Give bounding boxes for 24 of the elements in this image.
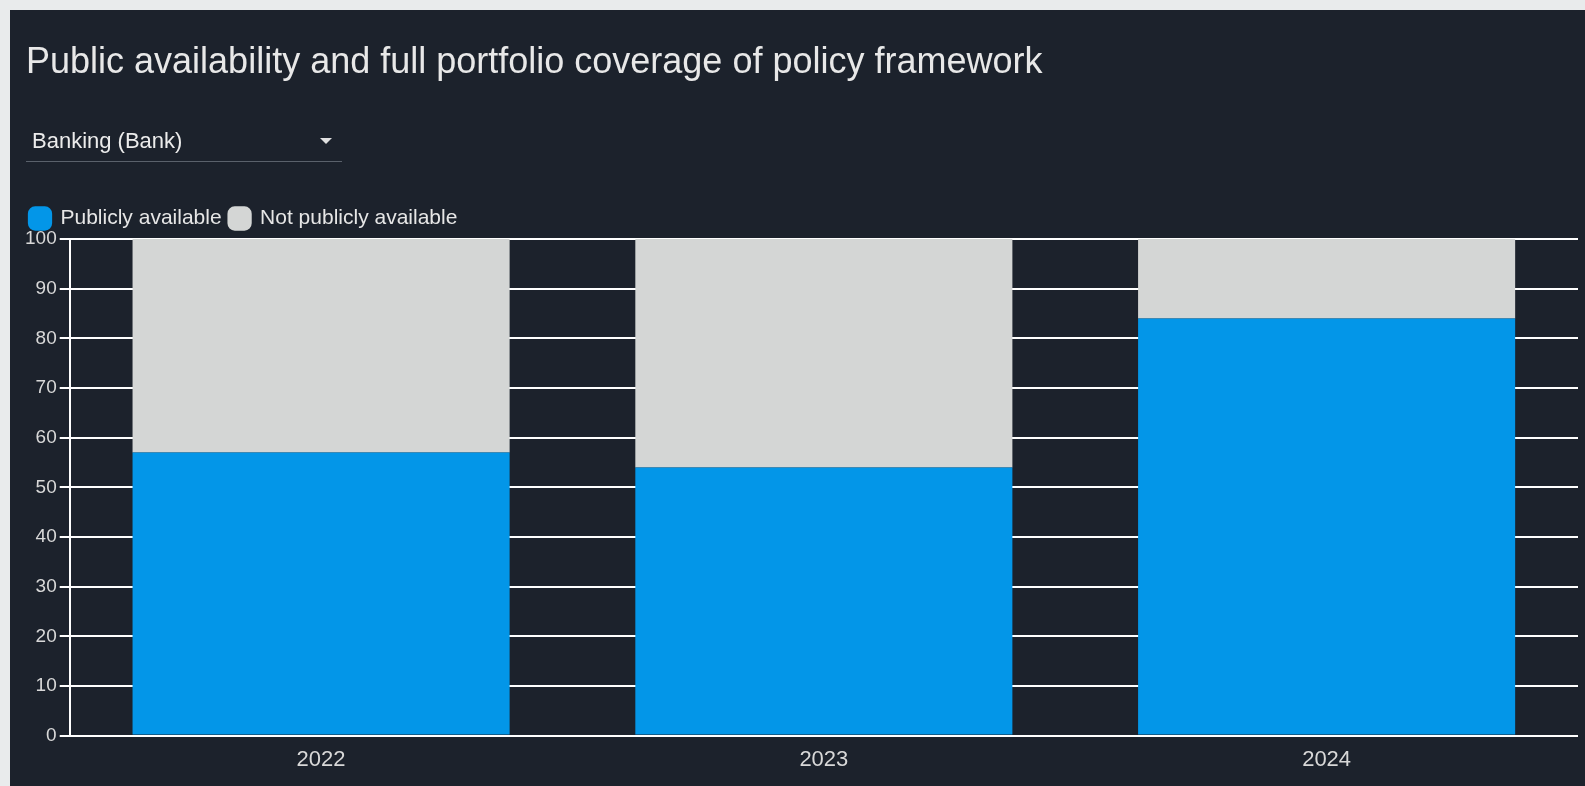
y-tick-label: 90 <box>35 276 57 298</box>
y-tick-label: 10 <box>35 674 57 696</box>
chart-subtitle: Banking (Bank) <box>32 127 183 154</box>
y-tick-label: 0 <box>46 723 57 745</box>
x-tick-label: 2022 <box>296 745 346 771</box>
y-tick-label: 20 <box>35 624 57 646</box>
y-tick-label: 30 <box>35 574 57 596</box>
y-tick-label: 80 <box>35 326 57 348</box>
y-tick-label: 40 <box>35 525 57 547</box>
y-tick-label: 60 <box>35 425 57 447</box>
bar <box>635 239 1013 468</box>
bar <box>1138 239 1516 319</box>
bar <box>132 239 510 453</box>
legend-label: Not publicly available <box>260 205 458 229</box>
y-tick-label: 50 <box>35 475 57 497</box>
x-tick-label: 2023 <box>799 745 849 771</box>
y-tick-label: 100 <box>25 227 57 249</box>
chart-title: Public availability and full portfolio coverage of policy framework <box>26 40 1043 82</box>
legend-label: Publicly available <box>60 205 222 229</box>
y-tick-label: 70 <box>35 376 57 398</box>
bar <box>132 452 510 735</box>
bar <box>635 467 1013 735</box>
x-tick-label: 2024 <box>1302 745 1352 771</box>
bar <box>1138 318 1516 735</box>
